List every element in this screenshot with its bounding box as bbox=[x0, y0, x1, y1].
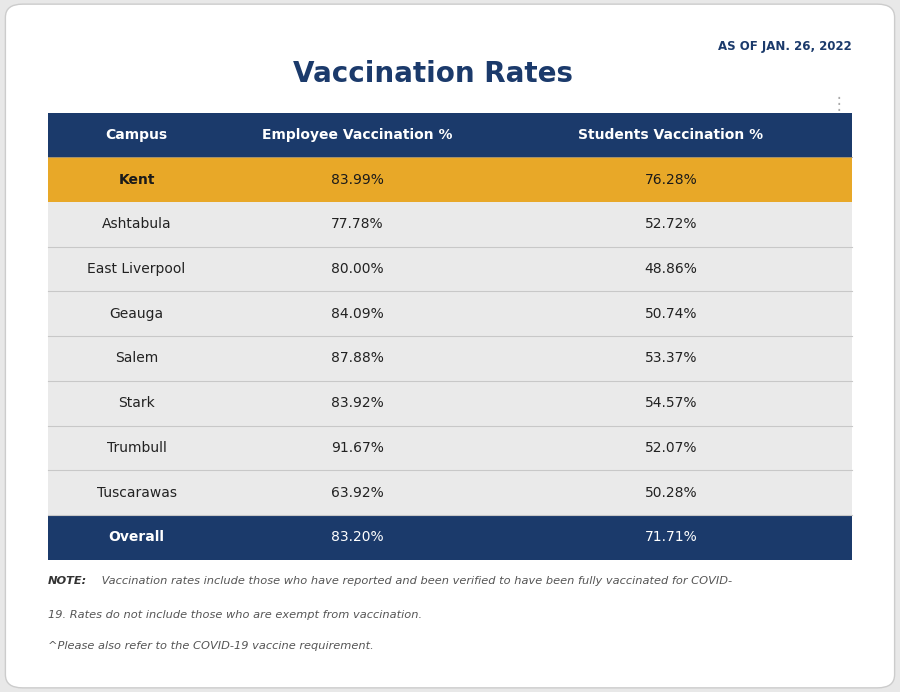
Text: 54.57%: 54.57% bbox=[644, 397, 698, 410]
FancyBboxPatch shape bbox=[5, 4, 895, 688]
Text: Trumbull: Trumbull bbox=[106, 441, 166, 455]
Text: Campus: Campus bbox=[105, 128, 167, 142]
Text: 87.88%: 87.88% bbox=[331, 352, 384, 365]
Text: ^Please also refer to the COVID-19 vaccine requirement.: ^Please also refer to the COVID-19 vacci… bbox=[49, 641, 374, 650]
Text: ⋮: ⋮ bbox=[831, 95, 848, 113]
Text: East Liverpool: East Liverpool bbox=[87, 262, 185, 276]
Bar bbox=[49, 157, 851, 202]
Text: 53.37%: 53.37% bbox=[644, 352, 698, 365]
Text: 84.09%: 84.09% bbox=[331, 307, 384, 321]
Text: Geauga: Geauga bbox=[110, 307, 164, 321]
Bar bbox=[49, 426, 851, 471]
Text: 91.67%: 91.67% bbox=[331, 441, 384, 455]
Bar bbox=[49, 381, 851, 426]
Text: 50.74%: 50.74% bbox=[644, 307, 698, 321]
Bar bbox=[49, 336, 851, 381]
Bar bbox=[49, 113, 851, 157]
Text: 83.20%: 83.20% bbox=[331, 530, 384, 545]
Text: Salem: Salem bbox=[115, 352, 158, 365]
Text: 48.86%: 48.86% bbox=[644, 262, 698, 276]
Text: 71.71%: 71.71% bbox=[644, 530, 698, 545]
Text: Overall: Overall bbox=[109, 530, 165, 545]
Text: 19. Rates do not include those who are exempt from vaccination.: 19. Rates do not include those who are e… bbox=[49, 610, 422, 620]
Text: 83.92%: 83.92% bbox=[331, 397, 384, 410]
Bar bbox=[49, 515, 851, 560]
Text: 76.28%: 76.28% bbox=[644, 173, 698, 187]
Text: Tuscarawas: Tuscarawas bbox=[96, 486, 176, 500]
Text: 80.00%: 80.00% bbox=[331, 262, 384, 276]
Bar bbox=[49, 247, 851, 291]
Text: Kent: Kent bbox=[118, 173, 155, 187]
Text: NOTE:: NOTE: bbox=[49, 576, 87, 586]
Bar bbox=[49, 202, 851, 247]
Bar bbox=[49, 471, 851, 515]
Text: 83.99%: 83.99% bbox=[331, 173, 384, 187]
Bar bbox=[49, 291, 851, 336]
Text: Vaccination rates include those who have reported and been verified to have been: Vaccination rates include those who have… bbox=[98, 576, 732, 586]
Text: 52.07%: 52.07% bbox=[644, 441, 698, 455]
Text: AS OF JAN. 26, 2022: AS OF JAN. 26, 2022 bbox=[718, 40, 851, 53]
Text: Vaccination Rates: Vaccination Rates bbox=[292, 60, 573, 88]
Text: Students Vaccination %: Students Vaccination % bbox=[579, 128, 763, 142]
Text: 52.72%: 52.72% bbox=[644, 217, 698, 231]
Text: 77.78%: 77.78% bbox=[331, 217, 384, 231]
Text: Ashtabula: Ashtabula bbox=[102, 217, 171, 231]
Text: 63.92%: 63.92% bbox=[331, 486, 384, 500]
Text: Stark: Stark bbox=[118, 397, 155, 410]
Text: 50.28%: 50.28% bbox=[644, 486, 698, 500]
Text: Employee Vaccination %: Employee Vaccination % bbox=[262, 128, 453, 142]
